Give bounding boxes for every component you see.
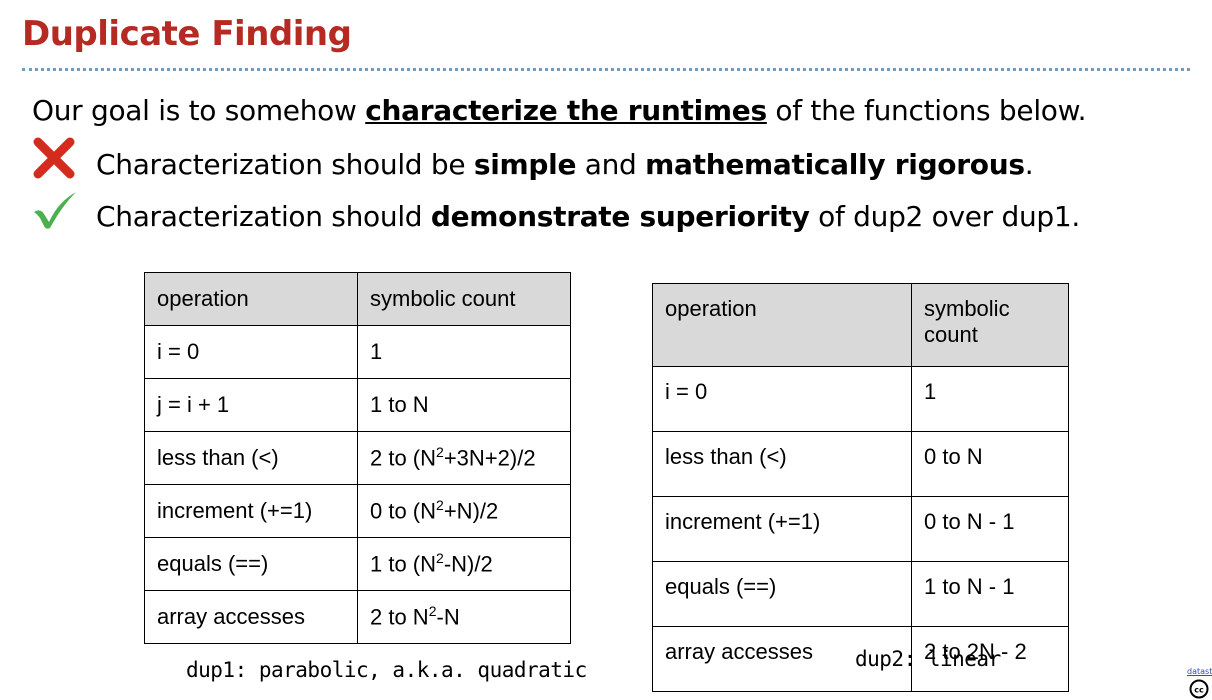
header-symbolic-count: symbolic count — [357, 272, 571, 326]
plain-text: Characterization should be — [96, 148, 474, 181]
symbolic-count-cell: 1 to (N2-N)/2 — [357, 537, 571, 591]
operation-cell: array accesses — [652, 626, 912, 692]
superscript: 2 — [436, 497, 444, 514]
bold-text: simple — [473, 148, 577, 181]
table-row: array accesses 2 to 2N - 2 — [652, 626, 1069, 692]
table-row: equals (==) 1 to N - 1 — [652, 561, 1069, 627]
slide-title: Duplicate Finding — [22, 14, 352, 54]
dup1-caption: dup1: parabolic, a.k.a. quadratic — [186, 658, 587, 682]
table-row: less than (<) 2 to (N2+3N+2)/2 — [144, 431, 571, 485]
operation-cell: i = 0 — [144, 325, 358, 379]
table-header-row: operation symbolic count — [144, 272, 571, 326]
superscript: 2 — [436, 444, 444, 461]
bullet-simple-rigorous: Characterization should be simple and ma… — [96, 148, 1034, 181]
table-row: less than (<) 0 to N — [652, 431, 1069, 497]
operation-cell: equals (==) — [144, 537, 358, 591]
symbolic-count-cell: 0 to (N2+N)/2 — [357, 484, 571, 538]
symbolic-count-cell: 2 to (N2+3N+2)/2 — [357, 431, 571, 485]
creative-commons-icon[interactable]: cc — [1189, 679, 1209, 699]
header-operation: operation — [144, 272, 358, 326]
table-row: array accesses 2 to N2-N — [144, 590, 571, 644]
operation-cell: array accesses — [144, 590, 358, 644]
dup2-table: operation symbolic count i = 0 1 less than… — [652, 283, 1069, 692]
symbolic-count-cell: 2 to 2N - 2 — [911, 626, 1069, 692]
bullet-demonstrate-superiority: Characterization should demonstrate supe… — [96, 200, 1080, 233]
superscript: 2 — [428, 603, 437, 620]
plain-text: Characterization should — [96, 200, 431, 233]
license-link[interactable]: datasti — [1187, 667, 1212, 676]
table-header-row: operation symbolic count — [652, 283, 1069, 367]
plain-text: . — [1024, 148, 1034, 181]
operation-cell: j = i + 1 — [144, 378, 358, 432]
header-operation: operation — [652, 283, 912, 367]
check-icon — [34, 192, 76, 229]
plain-text: of dup2 over dup1. — [809, 200, 1081, 233]
table-row: increment (+=1) 0 to N - 1 — [652, 496, 1069, 562]
superscript: 2 — [436, 550, 444, 567]
goal-suffix: of the functions below. — [766, 94, 1087, 127]
goal-emphasis: characterize the runtimes — [365, 94, 767, 127]
symbolic-count-cell: 0 to N - 1 — [911, 496, 1069, 562]
symbolic-count-cell: 2 to N2-N — [357, 590, 571, 644]
symbolic-count-cell: 1 to N — [357, 378, 571, 432]
bold-text: mathematically rigorous — [645, 148, 1025, 181]
title-divider — [22, 68, 1190, 71]
goal-prefix: Our goal is to somehow — [32, 94, 366, 127]
header-symbolic-count: symbolic count — [911, 283, 1069, 367]
plain-text: and — [576, 148, 646, 181]
operation-cell: increment (+=1) — [652, 496, 912, 562]
operation-cell: less than (<) — [144, 431, 358, 485]
symbolic-count-cell: 0 to N — [911, 431, 1069, 497]
symbolic-count-cell: 1 — [357, 325, 571, 379]
dup2-caption: dup2: linear — [855, 647, 1001, 671]
operation-cell: i = 0 — [652, 366, 912, 432]
operation-cell: increment (+=1) — [144, 484, 358, 538]
bold-text: demonstrate superiority — [430, 200, 810, 233]
table-row: increment (+=1) 0 to (N2+N)/2 — [144, 484, 571, 538]
operation-cell: less than (<) — [652, 431, 912, 497]
table-row: equals (==) 1 to (N2-N)/2 — [144, 537, 571, 591]
cross-icon — [33, 137, 75, 179]
symbolic-count-cell: 1 to N - 1 — [911, 561, 1069, 627]
operation-cell: equals (==) — [652, 561, 912, 627]
svg-text:cc: cc — [1194, 686, 1204, 695]
goal-statement: Our goal is to somehow characterize the … — [32, 94, 1087, 127]
symbolic-count-cell: 1 — [911, 366, 1069, 432]
